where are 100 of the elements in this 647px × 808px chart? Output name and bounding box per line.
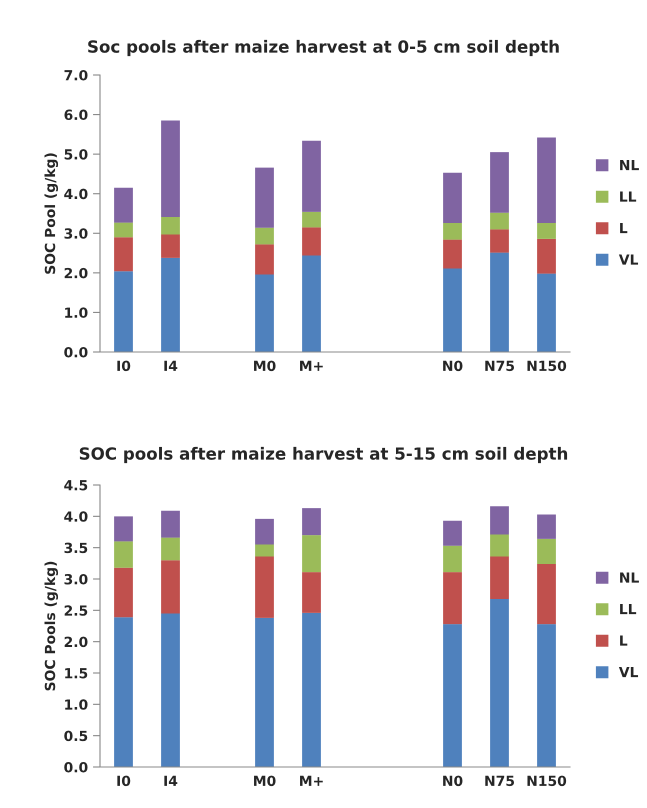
bar (302, 572, 321, 613)
bar (161, 258, 180, 352)
bar (490, 152, 509, 213)
bar (490, 534, 509, 556)
bar (302, 212, 321, 228)
bar (443, 222, 462, 240)
y-tick-label: 4.0 (64, 511, 88, 522)
legend-label: NL (620, 572, 639, 583)
x-tick-label: N150 (527, 776, 566, 786)
y-tick-label: 3.5 (64, 542, 88, 554)
y-tick-label: 2.5 (64, 605, 88, 616)
bar (161, 560, 180, 614)
bar (255, 618, 274, 767)
x-tick-label: M+ (300, 360, 323, 371)
y-axis-title: SOC Pool (g/kg) (44, 153, 58, 274)
bar (490, 229, 509, 253)
bar (255, 168, 274, 228)
bar (537, 222, 556, 239)
bar (255, 556, 274, 618)
legend-label: L (620, 635, 628, 646)
bar (302, 535, 321, 572)
y-tick-label: 1.0 (65, 699, 88, 710)
bar (443, 546, 462, 572)
bar (490, 599, 509, 767)
x-tick-label: I0 (117, 360, 130, 372)
bar (114, 237, 133, 272)
bar (114, 568, 133, 618)
bar (114, 222, 133, 238)
legend-label: LL (620, 191, 636, 202)
y-tick-label: 3.0 (64, 574, 88, 584)
bar (537, 138, 556, 223)
y-tick-label: 1.5 (65, 668, 88, 678)
legend-label: L (620, 222, 628, 234)
bar (537, 514, 556, 539)
y-tick-label: 5.0 (64, 149, 88, 160)
x-tick-label: N0 (443, 776, 462, 786)
legend-label: LL (620, 604, 636, 614)
bar (443, 172, 462, 223)
chart-title: SOC pools after maize harvest at 5-15 cm soil depth (80, 446, 568, 464)
y-tick-label: 0.0 (64, 346, 88, 358)
bar (443, 624, 462, 767)
x-tick-label: N75 (485, 360, 514, 372)
y-tick-label: 0.5 (64, 730, 88, 742)
bar (161, 120, 180, 218)
legend-label: NL (620, 160, 639, 170)
bar (114, 271, 133, 352)
x-tick-label: N75 (485, 776, 514, 786)
bar (161, 613, 180, 767)
legend-label: VL (618, 666, 638, 678)
y-tick-label: 4.0 (64, 188, 88, 200)
bar (537, 274, 556, 352)
bar (443, 572, 462, 624)
bar (490, 212, 509, 230)
y-tick-label: 0.0 (64, 762, 88, 772)
bar (537, 564, 556, 624)
bar (443, 268, 462, 352)
bar (302, 612, 321, 767)
bar (161, 217, 180, 234)
bar (255, 518, 274, 545)
bar (114, 617, 133, 767)
bar (302, 255, 321, 352)
bar (443, 240, 462, 269)
x-tick-label: I4 (164, 776, 178, 786)
y-tick-label: 2.0 (64, 636, 88, 648)
bar (255, 544, 274, 556)
x-tick-label: N150 (527, 360, 566, 372)
x-tick-label: M+ (300, 776, 323, 786)
bar (537, 238, 556, 274)
bar (161, 234, 180, 258)
bar (490, 556, 509, 600)
y-tick-label: 3.0 (64, 228, 88, 239)
x-tick-label: I0 (117, 776, 130, 786)
bar (302, 508, 321, 536)
bar (302, 140, 321, 212)
x-tick-label: M0 (254, 776, 276, 786)
chart-title: Soc pools after maize harvest at 0-5 cm soil depth (88, 40, 559, 56)
bar (255, 244, 274, 274)
y-tick-label: 2.0 (64, 268, 88, 278)
x-tick-label: I4 (164, 360, 178, 371)
y-tick-label: 1.0 (65, 307, 88, 318)
bar (537, 538, 556, 564)
bar (114, 541, 133, 568)
x-tick-label: M0 (254, 360, 276, 372)
bar (161, 538, 180, 560)
bar (114, 516, 133, 542)
bar (537, 624, 556, 767)
bar (255, 274, 274, 352)
bar (490, 506, 509, 535)
bar (255, 228, 274, 244)
bar (443, 520, 462, 546)
legend-label: VL (618, 254, 638, 265)
y-axis-title: SOC Pools (g/kg) (44, 562, 58, 690)
y-tick-label: 7.0 (64, 70, 88, 80)
bar (490, 252, 509, 352)
bar (161, 510, 180, 538)
bar (302, 227, 321, 256)
y-tick-label: 6.0 (64, 110, 88, 120)
bar (114, 188, 133, 223)
y-tick-label: 4.5 (64, 480, 88, 490)
x-tick-label: N0 (443, 360, 462, 372)
